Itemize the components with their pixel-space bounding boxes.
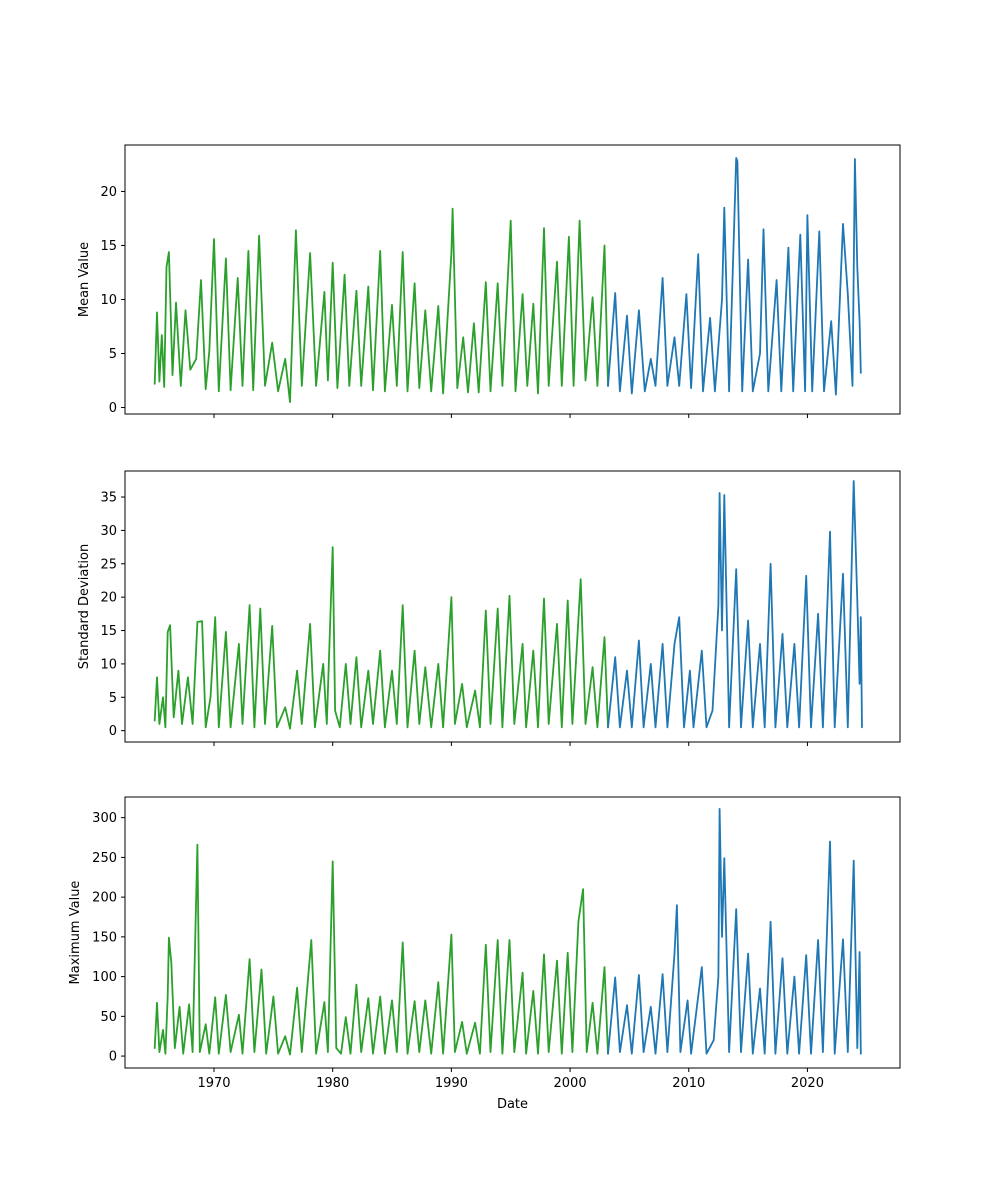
maximum-value-plot-frame [124,796,901,1069]
standard-deviation-y-tick-label: 15 [100,624,117,639]
standard-deviation-ylabel: Standard Deviation [77,544,92,669]
mean-value-y-tick-label: 10 [100,293,117,308]
standard-deviation-y-tick-label: 25 [100,557,117,572]
standard-deviation-panel: 0 5 10 15 20 25 30 35 Standard Deviation [77,470,901,746]
mean-value-y-tick-label: 20 [100,185,117,200]
standard-deviation-y-tick-label: 5 [109,691,117,706]
maximum-value-y-tick-label: 200 [92,891,117,906]
maximum-value-x-tick-label: 2020 [791,1076,824,1091]
maximum-value-panel: 1970 1980 1990 2000 2010 2020 0 50 100 150 200 250… [68,796,901,1112]
mean-value-series-line-0 [153,207,609,403]
maximum-value-y-tick-label: 300 [92,811,117,826]
mean-value-ylabel: Mean Value [77,242,92,317]
maximum-value-ylabel: Maximum Value [68,881,83,985]
maximum-value-x-tick-label: 1980 [316,1076,349,1091]
standard-deviation-series-line-1 [607,480,863,729]
mean-value-y-tick-label: 0 [109,401,117,416]
standard-deviation-y-tick-label: 30 [100,524,117,539]
mean-value-panel: 0 5 10 15 20 Mean Value [77,144,901,418]
mean-value-y-tick-label: 15 [100,239,117,254]
maximum-value-y-tick-label: 150 [92,930,117,945]
mean-value-plot-frame [124,144,901,415]
standard-deviation-y-tick-label: 0 [109,724,117,739]
mean-value-series-line-1 [607,157,862,396]
maximum-value-x-tick-label: 1990 [435,1076,468,1091]
maximum-value-x-tick-label: 2010 [672,1076,705,1091]
maximum-value-series-line-1 [607,808,862,1055]
maximum-value-series-line-0 [153,843,609,1056]
standard-deviation-plot-frame [124,470,901,743]
standard-deviation-y-tick-label: 35 [100,491,117,506]
standard-deviation-y-tick-label: 10 [100,657,117,672]
maximum-value-x-tick-label: 2000 [554,1076,587,1091]
maximum-value-y-tick-label: 250 [92,851,117,866]
standard-deviation-series-line-0 [153,546,609,730]
maximum-value-y-tick-label: 50 [100,1010,117,1025]
mean-value-y-tick-label: 5 [109,347,117,362]
maximum-value-y-tick-label: 0 [109,1050,117,1065]
maximum-value-y-tick-label: 100 [92,970,117,985]
standard-deviation-y-tick-label: 20 [100,591,117,606]
maximum-value-x-tick-label: 1970 [197,1076,230,1091]
date-xlabel: Date [497,1097,528,1112]
